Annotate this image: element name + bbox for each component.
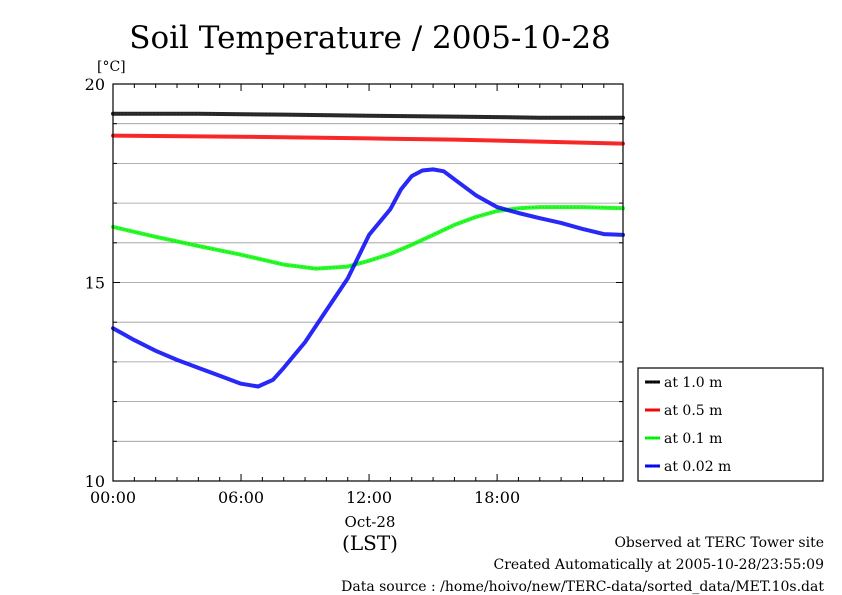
chart-title: Soil Temperature / 2005-10-28 xyxy=(129,20,611,56)
legend-label: at 0.02 m xyxy=(664,459,731,475)
series-line-0-texture xyxy=(113,113,623,118)
legend-label: at 1.0 m xyxy=(664,375,722,391)
series-line-2-texture xyxy=(112,206,624,269)
x-axis-unit-label: (LST) xyxy=(342,531,398,555)
footer-data-source: Data source : /home/hoivo/new/TERC-data/… xyxy=(341,579,824,595)
series-line-3 xyxy=(111,167,625,389)
x-tick-label: 00:00 xyxy=(90,488,136,507)
axis-ticks xyxy=(112,83,623,482)
x-axis-date-label: Oct-28 xyxy=(345,513,396,531)
footer-created-time: Created Automatically at 2005-10-28/23:5… xyxy=(493,557,824,573)
y-tick-label: 15 xyxy=(85,274,105,293)
series-line-1 xyxy=(111,133,625,146)
series-line-0 xyxy=(111,111,625,120)
y-tick-label: 10 xyxy=(85,472,105,491)
y-tick-label: 20 xyxy=(85,75,105,94)
series-layer xyxy=(111,111,625,389)
legend: at 1.0 m at 0.5 m at 0.1 m at 0.02 m xyxy=(637,367,824,482)
x-tick-label: 12:00 xyxy=(346,488,392,507)
legend-label: at 0.1 m xyxy=(664,431,722,447)
y-axis-label: [°C] xyxy=(97,59,126,75)
series-line-1-texture xyxy=(112,135,624,144)
y-axis-labels: 10 15 20 xyxy=(85,75,105,491)
gridlines xyxy=(113,123,623,442)
series-line-3-texture xyxy=(112,169,624,387)
x-tick-label: 06:00 xyxy=(218,488,264,507)
legend-box xyxy=(637,367,824,482)
x-axis-labels: 00:00 06:00 12:00 18:00 xyxy=(90,488,520,507)
x-tick-label: 18:00 xyxy=(474,488,520,507)
legend-label: at 0.5 m xyxy=(664,403,722,419)
footer-observed-site: Observed at TERC Tower site xyxy=(614,535,824,551)
